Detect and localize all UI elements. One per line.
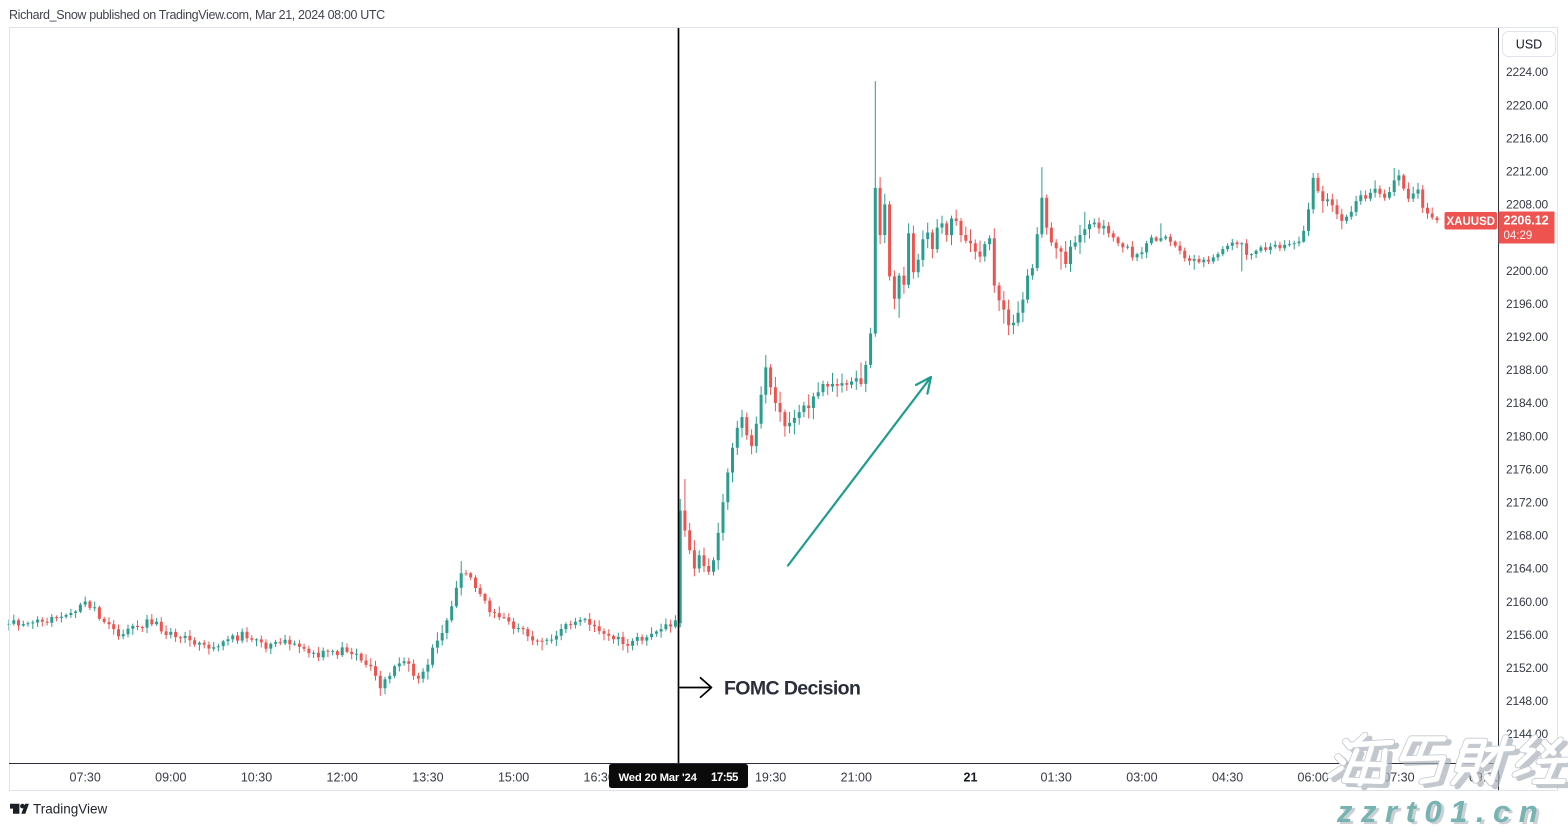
svg-text:2148.00: 2148.00 bbox=[1506, 694, 1549, 708]
svg-text:2200.00: 2200.00 bbox=[1506, 264, 1549, 278]
svg-text:09:00: 09:00 bbox=[155, 771, 186, 785]
svg-text:2188.00: 2188.00 bbox=[1506, 363, 1549, 377]
svg-text:07:30: 07:30 bbox=[1383, 771, 1414, 785]
svg-text:USD: USD bbox=[1516, 38, 1542, 52]
svg-text:2160.00: 2160.00 bbox=[1506, 595, 1549, 609]
svg-text:2156.00: 2156.00 bbox=[1506, 628, 1549, 642]
svg-text:2224.00: 2224.00 bbox=[1506, 65, 1549, 79]
svg-text:XAUUSD: XAUUSD bbox=[1447, 216, 1496, 228]
svg-text:10:30: 10:30 bbox=[241, 771, 272, 785]
svg-text:zzrt01.cn: zzrt01.cn bbox=[1339, 796, 1549, 827]
svg-text:21:00: 21:00 bbox=[841, 771, 872, 785]
svg-text:04:29: 04:29 bbox=[1504, 230, 1533, 242]
svg-text:16:30: 16:30 bbox=[584, 771, 615, 785]
svg-text:2206.12: 2206.12 bbox=[1504, 214, 1549, 228]
svg-text:2208.00: 2208.00 bbox=[1506, 198, 1549, 212]
svg-text:2180.00: 2180.00 bbox=[1506, 429, 1549, 443]
svg-text:04:30: 04:30 bbox=[1212, 771, 1243, 785]
svg-text:Wed 20 Mar '24: Wed 20 Mar '24 bbox=[619, 772, 698, 784]
svg-text:03:00: 03:00 bbox=[1126, 771, 1157, 785]
svg-text:2192.00: 2192.00 bbox=[1506, 330, 1549, 344]
svg-text:TradingView: TradingView bbox=[33, 802, 108, 817]
svg-text:2212.00: 2212.00 bbox=[1506, 165, 1549, 179]
svg-text:zzrt01.cn: zzrt01.cn bbox=[1336, 794, 1546, 827]
svg-text:2216.00: 2216.00 bbox=[1506, 131, 1549, 145]
svg-text:13:30: 13:30 bbox=[412, 771, 443, 785]
svg-text:21: 21 bbox=[964, 771, 978, 785]
svg-text:FOMC Decision: FOMC Decision bbox=[724, 678, 860, 700]
svg-text:2184.00: 2184.00 bbox=[1506, 396, 1549, 410]
svg-text:2220.00: 2220.00 bbox=[1506, 98, 1549, 112]
svg-text:2176.00: 2176.00 bbox=[1506, 462, 1549, 476]
svg-text:Richard_Snow published on Trad: Richard_Snow published on TradingView.co… bbox=[9, 8, 385, 22]
svg-text:15:00: 15:00 bbox=[498, 771, 529, 785]
svg-text:2164.00: 2164.00 bbox=[1506, 562, 1549, 576]
svg-text:2196.00: 2196.00 bbox=[1506, 297, 1549, 311]
svg-text:2152.00: 2152.00 bbox=[1506, 661, 1549, 675]
svg-text:12:00: 12:00 bbox=[327, 771, 358, 785]
svg-text:07:30: 07:30 bbox=[70, 771, 101, 785]
svg-text:01:30: 01:30 bbox=[1041, 771, 1072, 785]
svg-text:19:30: 19:30 bbox=[755, 771, 786, 785]
svg-text:06:00: 06:00 bbox=[1298, 771, 1329, 785]
svg-text:17:55: 17:55 bbox=[711, 772, 739, 784]
svg-text:2172.00: 2172.00 bbox=[1506, 496, 1549, 510]
svg-text:2168.00: 2168.00 bbox=[1506, 529, 1549, 543]
